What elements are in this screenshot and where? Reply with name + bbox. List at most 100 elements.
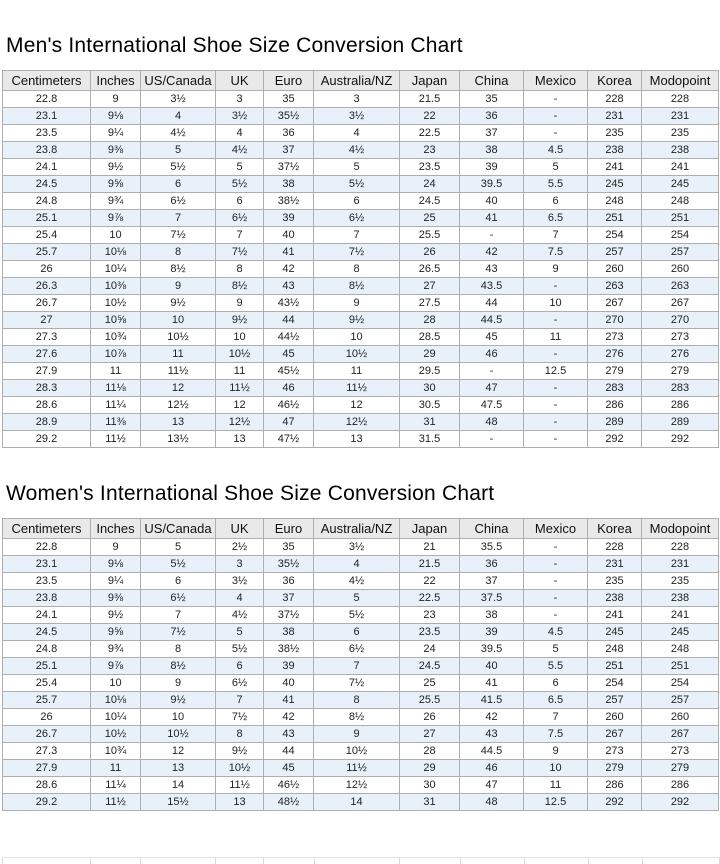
table-cell: 251 xyxy=(587,657,642,675)
table-cell: 46½ xyxy=(263,776,314,794)
partial-table-cell-edge xyxy=(263,858,313,864)
table-cell: 10½ xyxy=(215,345,264,363)
table-cell: 39.5 xyxy=(459,175,524,193)
table-cell: 241 xyxy=(587,158,642,176)
column-header: Modopoint xyxy=(641,518,719,539)
table-cell: 40 xyxy=(263,226,314,244)
table-cell: 4 xyxy=(215,589,264,607)
table-cell: 45 xyxy=(263,345,314,363)
table-cell: 279 xyxy=(587,759,642,777)
table-cell: 5 xyxy=(523,158,588,176)
column-header: Euro xyxy=(263,518,314,539)
table-cell: 43 xyxy=(459,725,524,743)
table-cell: 231 xyxy=(587,107,642,125)
table-cell: 8½ xyxy=(140,657,216,675)
partial-table-cell-edge xyxy=(587,858,642,864)
table-cell: 245 xyxy=(587,175,642,193)
table-cell: 39 xyxy=(263,657,314,675)
table-cell: 38 xyxy=(263,175,314,193)
table-cell: 241 xyxy=(641,606,719,624)
table-cell: 26.5 xyxy=(399,260,460,278)
table-cell: 238 xyxy=(641,141,719,159)
table-cell: 44 xyxy=(459,294,524,312)
table-cell: 6 xyxy=(140,175,216,193)
table-cell: 45 xyxy=(263,759,314,777)
column-header: US/Canada xyxy=(140,70,216,91)
table-cell: 10½ xyxy=(140,725,216,743)
table-cell: - xyxy=(523,124,588,142)
table-cell: 13 xyxy=(140,413,216,431)
table-cell: - xyxy=(523,396,588,414)
table-cell: 9⅞ xyxy=(90,209,141,227)
table-cell: 44 xyxy=(263,742,314,760)
table-cell: 9 xyxy=(215,294,264,312)
table-cell: 5 xyxy=(523,640,588,658)
table-cell: 25.7 xyxy=(2,243,91,261)
table-cell: 45½ xyxy=(263,362,314,380)
table-cell: 6½ xyxy=(140,589,216,607)
table-cell: 6 xyxy=(215,657,264,675)
table-cell: - xyxy=(523,589,588,607)
table-cell: 7.5 xyxy=(523,243,588,261)
table-cell: 25.5 xyxy=(399,226,460,244)
table-cell: 39.5 xyxy=(459,640,524,658)
table-cell: 5½ xyxy=(140,158,216,176)
table-cell: 46½ xyxy=(263,396,314,414)
table-cell: 5 xyxy=(140,141,216,159)
table-cell: 10 xyxy=(90,674,141,692)
table-cell: 22.8 xyxy=(2,538,91,556)
table-cell: 12.5 xyxy=(523,362,588,380)
table-cell: 13 xyxy=(140,759,216,777)
table-cell: 11½ xyxy=(215,379,264,397)
table-cell: 245 xyxy=(641,623,719,641)
table-cell: 12 xyxy=(215,396,264,414)
table-cell: 10½ xyxy=(215,759,264,777)
table-cell: 286 xyxy=(641,776,719,794)
table-cell: 37.5 xyxy=(459,589,524,607)
column-header: Australia/NZ xyxy=(313,518,400,539)
table-cell: 9½ xyxy=(215,742,264,760)
column-header: Japan xyxy=(399,518,460,539)
table-cell: 10 xyxy=(140,708,216,726)
table-cell: 23.8 xyxy=(2,141,91,159)
table-cell: 10 xyxy=(140,311,216,329)
table-cell: 10¼ xyxy=(90,708,141,726)
table-cell: 286 xyxy=(587,776,642,794)
table-cell: 35 xyxy=(263,538,314,556)
table-cell: 24.8 xyxy=(2,192,91,210)
table-cell: 8 xyxy=(313,260,400,278)
table-row: 25.1 9⅞ 8½ 6 39 7 24.5 40 5.5 251 251 xyxy=(2,657,719,675)
table-cell: 27 xyxy=(399,277,460,295)
mens-chart-section: Men's International Shoe Size Conversion… xyxy=(2,34,719,448)
table-cell: 7 xyxy=(140,209,216,227)
mens-size-table: Centimeters Inches US/Canada UK Euro Australi… xyxy=(2,70,719,448)
table-cell: 9 xyxy=(140,277,216,295)
table-cell: 23.8 xyxy=(2,589,91,607)
table-cell: 279 xyxy=(641,362,719,380)
table-cell: - xyxy=(523,572,588,590)
table-cell: 27.6 xyxy=(2,345,91,363)
table-cell: 254 xyxy=(587,226,642,244)
table-cell: 14 xyxy=(140,776,216,794)
table-cell: 10 xyxy=(523,294,588,312)
table-cell: 43 xyxy=(459,260,524,278)
table-cell: 270 xyxy=(641,311,719,329)
table-cell: 8 xyxy=(140,243,216,261)
table-cell: 10 xyxy=(523,759,588,777)
partial-table-cell-edge xyxy=(140,858,215,864)
table-cell: 11 xyxy=(90,759,141,777)
table-cell: - xyxy=(523,311,588,329)
table-cell: 6½ xyxy=(140,192,216,210)
table-cell: 6 xyxy=(523,192,588,210)
table-cell: 7 xyxy=(523,708,588,726)
table-cell: 21.5 xyxy=(399,90,460,108)
table-cell: 5½ xyxy=(313,606,400,624)
table-cell: 292 xyxy=(587,793,642,811)
table-cell: 4 xyxy=(313,555,400,573)
table-cell: 36 xyxy=(263,572,314,590)
table-cell: 29 xyxy=(399,759,460,777)
table-cell: 15½ xyxy=(140,793,216,811)
table-cell: 11½ xyxy=(215,776,264,794)
table-cell: 10½ xyxy=(313,742,400,760)
